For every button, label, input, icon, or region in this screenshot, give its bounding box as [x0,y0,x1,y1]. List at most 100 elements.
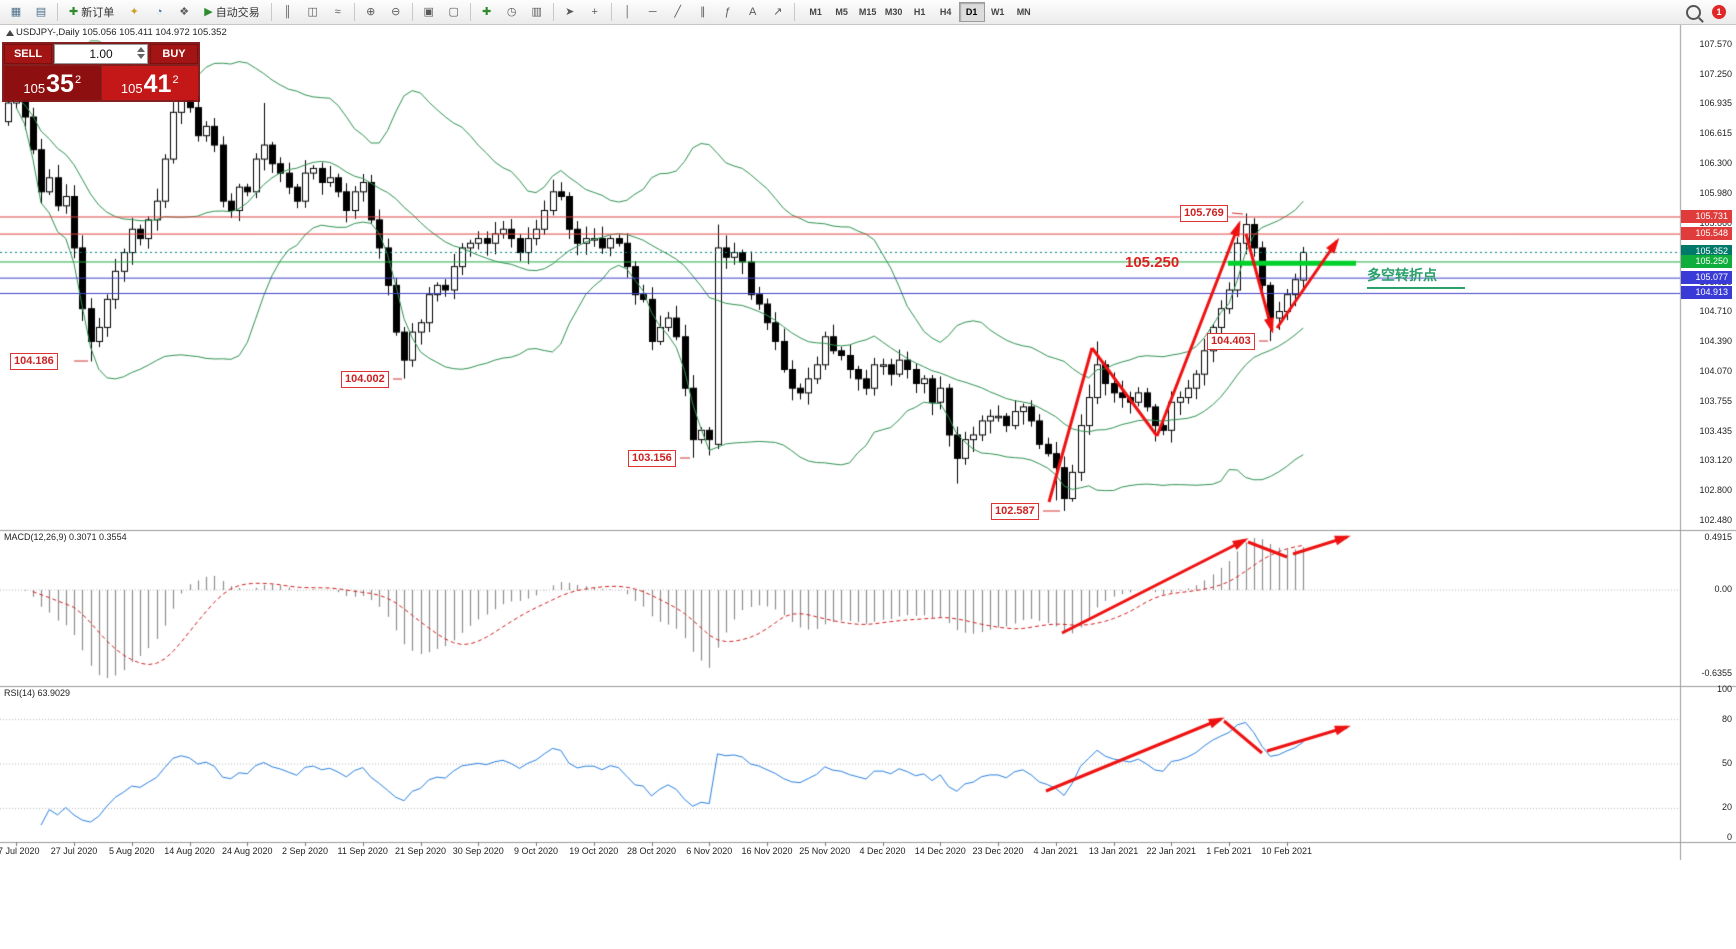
timeframe-button-m1[interactable]: M1 [809,7,822,17]
toolbar-separator [469,3,471,21]
autotrading-button[interactable]: ▶ 自动交易 [197,1,266,23]
toolbar-separator [552,3,554,21]
price-flag[interactable]: 102.587 [991,503,1039,520]
price-flag[interactable]: 104.002 [341,371,389,388]
profiles-icon[interactable]: ▤ [29,1,53,23]
zoom-out-icon-glyph: ⊖ [391,5,401,18]
fibonacci-icon-glyph: ƒ [724,5,731,18]
market-watch-icon[interactable]: ◔ [147,1,171,23]
periods-icon[interactable]: ◷ [500,1,524,23]
date-axis-label: 14 Aug 2020 [164,846,215,856]
date-axis-label: 17 Jul 2020 [0,846,40,856]
trendline-icon[interactable]: ╱ [666,1,690,23]
volume-up-icon[interactable] [137,47,145,52]
timeframe-button-h4[interactable]: H4 [939,7,952,17]
price-axis-label: 103.435 [1699,425,1732,436]
horizontal-line-icon[interactable]: ─ [641,1,665,23]
date-axis-label: 13 Jan 2021 [1088,846,1139,856]
indicators-icon[interactable]: ✚ [475,1,499,23]
rsi-axis-label: 80 [1721,713,1732,724]
autotrading-button-label: 自动交易 [215,7,260,19]
price-axis-label: 107.250 [1699,68,1732,79]
sell-button[interactable]: SELL [4,44,52,64]
price-axis-label: 104.710 [1699,306,1732,317]
vertical-line-icon-glyph: │ [624,5,632,18]
buy-button[interactable]: BUY [150,44,198,64]
autotrading-glyph: ▶ [204,5,213,18]
fibonacci-icon[interactable]: ƒ [716,1,740,23]
buy-price-tile[interactable]: 105 41 2 [101,66,198,100]
templates-icon[interactable]: ▥ [525,1,549,23]
price-flag[interactable]: 104.186 [10,353,58,370]
equidistant-channel-icon[interactable]: ∥ [691,1,715,23]
timeframe-button-w1[interactable]: W1 [990,7,1005,17]
price-axis-label: 106.935 [1699,98,1732,109]
date-axis-label: 28 Oct 2020 [626,846,677,856]
toolbar-separator [57,3,58,21]
cascade-windows-icon[interactable]: ▢ [442,1,466,23]
date-axis-label: 24 Aug 2020 [221,846,273,856]
candlestick-mode-icon[interactable]: ◫ [301,1,325,23]
zoom-in-icon-glyph: ⊕ [366,5,376,18]
text-label-icon[interactable]: A [741,1,765,23]
timeframe-button-m30[interactable]: M30 [884,7,903,17]
line-price-box: 105.731 [1681,209,1732,223]
date-axis-label: 27 Jul 2020 [50,846,98,856]
new-chart-icon[interactable]: ▦ [4,1,28,23]
crosshair-icon[interactable]: + [583,1,607,23]
indicators-icon-glyph: ✚ [482,5,492,18]
pivot-level-text[interactable]: 105.250 [1125,254,1180,271]
date-axis-label: 11 Sep 2020 [337,846,388,856]
buy-price-pips: 41 [143,70,172,98]
date-axis-label: 2 Sep 2020 [281,846,329,856]
timeframe-button-mn[interactable]: MN [1016,7,1031,17]
notification-badge[interactable]: 1 [1712,5,1726,19]
search-icon[interactable] [1686,4,1701,20]
equidistant-channel-icon-glyph: ∥ [699,5,706,18]
price-flag[interactable]: 103.156 [628,450,676,467]
turning-point-note[interactable]: 多空转折点 [1367,265,1465,289]
new-order-button[interactable]: ✚ 新订单 [62,1,121,23]
profiles-icon-glyph: ▤ [35,5,47,18]
text-label-icon-glyph: A [749,5,757,18]
timeframe-button-d1[interactable]: D1 [958,2,985,22]
bars-chart-mode-icon-glyph: ║ [283,5,292,18]
volume-input[interactable]: 1.00 [54,44,148,64]
sell-price-fraction: 2 [74,74,82,86]
chart-title-ohlc: USDJPY-,Daily 105.056 105.411 104.972 10… [16,27,227,38]
data-window-icon[interactable]: ❖ [172,1,196,23]
sell-price-tile[interactable]: 105 35 2 [4,66,101,100]
line-chart-mode-icon[interactable]: ≈ [326,1,350,23]
sell-price-pips: 35 [46,70,74,98]
expert-advisors-icon[interactable]: ✦ [122,1,146,23]
price-flag[interactable]: 104.403 [1207,333,1255,350]
cursor-icon[interactable]: ➤ [558,1,582,23]
crosshair-icon-glyph: + [591,5,598,18]
date-axis-label: 16 Nov 2020 [741,846,793,856]
price-flag[interactable]: 105.769 [1180,205,1228,222]
volume-down-icon[interactable] [137,54,145,59]
candlestick-mode-icon-glyph: ◫ [307,5,318,18]
one-click-collapse-arrow-icon[interactable] [6,30,14,36]
cascade-windows-icon-glyph: ▢ [448,5,459,18]
zoom-out-icon[interactable]: ⊖ [384,1,408,23]
new-chart-icon-glyph: ▦ [10,5,22,18]
date-axis-label: 5 Aug 2020 [108,846,155,856]
tile-windows-icon[interactable]: ▣ [417,1,441,23]
volume-spinner[interactable] [137,47,145,59]
market-watch-icon-glyph: ◔ [155,5,163,18]
timeframe-button-h1[interactable]: H1 [913,7,926,17]
one-click-trading-panel: SELL 1.00 BUY 105 35 2 105 41 2 [2,42,200,102]
vertical-line-icon[interactable]: │ [616,1,640,23]
zoom-in-icon[interactable]: ⊕ [359,1,383,23]
price-axis-label: 103.755 [1699,395,1732,406]
new-order-glyph: ✚ [69,5,79,18]
bars-chart-mode-icon[interactable]: ║ [276,1,300,23]
arrows-icon[interactable]: ↗ [766,1,790,23]
periods-icon-glyph: ◷ [506,5,517,18]
timeframe-button-m15[interactable]: M15 [858,7,877,17]
date-axis-label: 30 Sep 2020 [452,846,504,856]
price-axis-label: 105.980 [1699,187,1732,198]
timeframe-button-m5[interactable]: M5 [835,7,848,17]
